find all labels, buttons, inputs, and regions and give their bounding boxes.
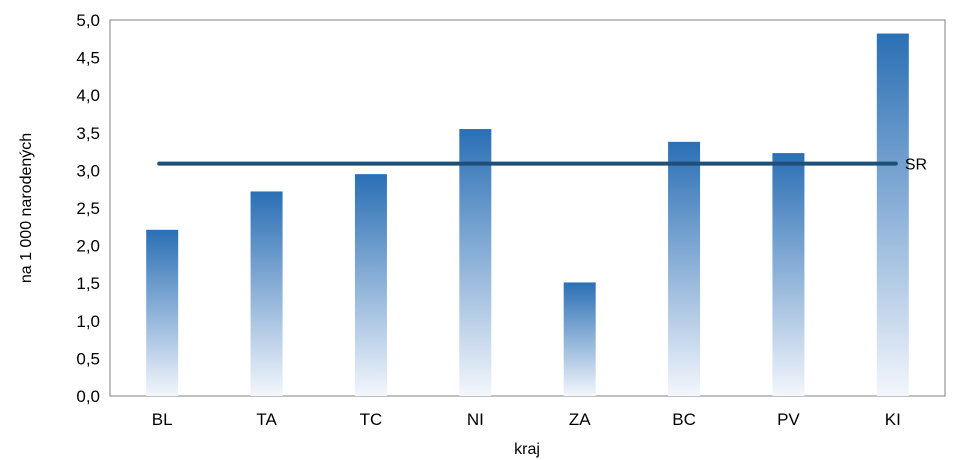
x-axis-title: kraj xyxy=(514,441,540,458)
x-tick-label: BL xyxy=(152,410,173,429)
y-tick-label: 2,0 xyxy=(76,237,100,256)
bar-pv xyxy=(772,153,805,396)
x-tick-label: TC xyxy=(360,410,383,429)
y-axis: 0,0 0,5 1,0 1,5 2,0 2,5 3,0 3,5 4,0 4,5 5,0 xyxy=(76,11,100,406)
y-tick-label: 3,0 xyxy=(76,161,100,180)
y-tick-label: 1,5 xyxy=(76,274,100,293)
y-tick-label: 5,0 xyxy=(76,11,100,30)
bars xyxy=(146,33,909,397)
y-axis-title: na 1 000 narodených xyxy=(18,133,35,283)
bar-bc xyxy=(668,141,701,396)
y-tick-label: 4,5 xyxy=(76,49,100,68)
y-tick-label: 4,0 xyxy=(76,86,100,105)
reference-line-label: SR xyxy=(905,157,927,174)
x-tick-label: BC xyxy=(672,410,696,429)
bar-tc xyxy=(354,174,387,396)
bar-bl xyxy=(146,229,179,396)
bar-ta xyxy=(250,191,283,396)
x-tick-label: ZA xyxy=(569,410,591,429)
bar-za xyxy=(563,282,596,396)
x-tick-label: KI xyxy=(885,410,901,429)
x-axis: BL TA TC NI ZA BC PV KI xyxy=(152,410,901,429)
x-tick-label: PV xyxy=(777,410,800,429)
x-tick-label: TA xyxy=(256,410,277,429)
bar-ni xyxy=(459,129,492,397)
y-tick-label: 2,5 xyxy=(76,199,100,218)
bar-ki xyxy=(876,33,909,396)
y-tick-label: 3,5 xyxy=(76,124,100,143)
plot-area-frame xyxy=(109,19,946,397)
y-tick-label: 0,5 xyxy=(76,349,100,368)
y-tick-label: 1,0 xyxy=(76,312,100,331)
x-tick-label: NI xyxy=(467,410,484,429)
y-tick-label: 0,0 xyxy=(76,387,100,406)
